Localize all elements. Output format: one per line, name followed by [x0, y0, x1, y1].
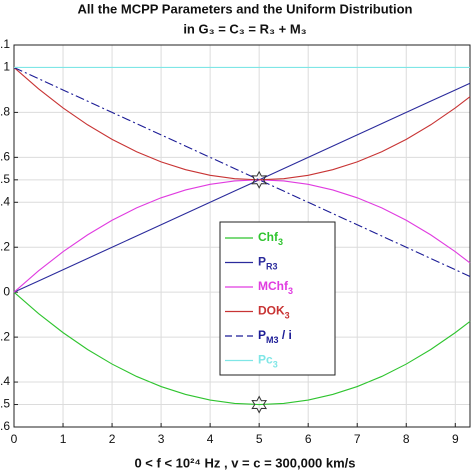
- y-tick-label: 0.4: [0, 194, 10, 208]
- legend-label: MChf3: [258, 279, 293, 296]
- y-tick-label: 0.2: [0, 239, 10, 253]
- series-line: [13, 67, 471, 181]
- x-tick-label: 9: [452, 432, 459, 446]
- legend-label: Chf3: [258, 230, 283, 247]
- legend-label-part: P: [258, 255, 266, 269]
- legend-label: PR3: [258, 255, 278, 272]
- x-tick-label: 6: [305, 432, 312, 446]
- chart-subtitle: in G₃ = C₃ = R₃ + M₃: [183, 21, 306, 36]
- y-tick-label: 0.6: [0, 150, 10, 164]
- y-tick-label: 1: [3, 60, 10, 74]
- legend-label-part: Chf: [258, 230, 279, 244]
- x-tick-label: 2: [109, 432, 116, 446]
- legend-box: [219, 221, 336, 376]
- series-line: [13, 82, 471, 293]
- x-tick-label: 3: [158, 432, 165, 446]
- legend-label-part: MChf: [258, 279, 289, 293]
- x-tick-label: 4: [207, 432, 214, 446]
- series-line: [13, 291, 471, 406]
- legend-label-part: DOK: [258, 304, 285, 318]
- legend-label-part: M3: [266, 335, 279, 345]
- series-line: [13, 66, 471, 277]
- y-tick-label: -0.5: [0, 397, 10, 411]
- y-tick-label: 0.8: [0, 105, 10, 119]
- y-tick-label: 1.1: [0, 37, 10, 51]
- y-tick-label: 0: [3, 284, 10, 298]
- y-tick-label: -0.6: [0, 419, 10, 433]
- chart-title: All the MCPP Parameters and the Uniform …: [78, 1, 413, 16]
- y-tick-label: 0.5: [0, 172, 10, 186]
- legend-label: DOK3: [258, 304, 290, 321]
- star-marker: [251, 395, 268, 414]
- series-line: [13, 179, 471, 293]
- x-tick-label: 7: [354, 432, 361, 446]
- x-axis-label: 0 < f < 10²⁴ Hz , v = c = 300,000 km/s: [134, 455, 355, 470]
- legend-label-part: 3: [273, 360, 278, 370]
- x-tick-label: 1: [60, 432, 67, 446]
- star-marker: [251, 170, 268, 189]
- legend-label-part: P: [258, 328, 266, 342]
- legend-label-part: / i: [279, 328, 292, 342]
- legend-label-part: R3: [266, 262, 278, 272]
- legend-label-part: Pc: [258, 353, 273, 367]
- x-tick-label: 0: [11, 432, 18, 446]
- plot-frame: [13, 44, 471, 428]
- legend-label: Pc3: [258, 353, 278, 370]
- legend-label-part: 3: [285, 311, 290, 321]
- x-tick-label: 5: [256, 432, 263, 446]
- y-tick-label: -0.2: [0, 329, 10, 343]
- legend-label: PM3 / i: [258, 328, 292, 345]
- legend-label-part: 3: [288, 286, 293, 296]
- y-tick-label: -0.4: [0, 374, 10, 388]
- x-tick-label: 8: [403, 432, 410, 446]
- legend-label-part: 3: [278, 237, 283, 247]
